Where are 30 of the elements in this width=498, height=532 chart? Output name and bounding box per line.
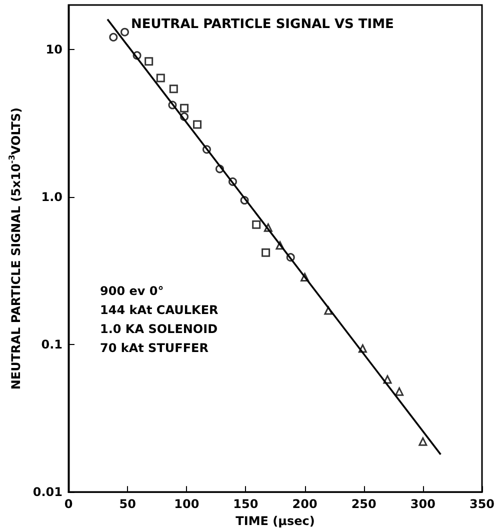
x-tick-label: 50 [119,497,136,512]
x-tick-label: 150 [233,497,258,512]
point [180,104,189,112]
point [156,74,165,82]
point [193,120,202,129]
point [418,437,428,446]
x-tick-label: 300 [410,497,436,512]
point [252,220,261,229]
y-tick-label: 0.01 [32,485,63,500]
x-tick-label: 250 [351,497,376,512]
point [395,387,404,396]
x-axis-title: TIME (μsec) [236,514,315,528]
annotation: 900 ev 0° [100,284,164,298]
y-tick-label: 0.1 [41,338,63,352]
x-tick-label: 100 [174,497,200,512]
x-tick-label: 200 [292,497,318,512]
point [109,32,118,42]
point [120,28,129,36]
annotation: 70 kAt STUFFER [100,341,208,355]
annotation: 144 kAt CAULKER [100,303,218,317]
text: NEUTRAL PARTICLE SIGNAL VS TIME [131,17,394,32]
annotation: 1.0 KA SOLENOID [100,322,218,336]
y-tick-label: 10 [46,42,63,56]
point [144,57,154,66]
x-tick-label: 350 [469,497,495,512]
point [262,248,270,257]
x-tick-label: 0 [64,497,73,512]
y-tick-label: 1.0 [41,190,63,204]
y-axis-title: NEUTRAL PARTICLE SIGNAL (5x10-3VOLTS) [8,107,23,390]
point [169,84,178,94]
